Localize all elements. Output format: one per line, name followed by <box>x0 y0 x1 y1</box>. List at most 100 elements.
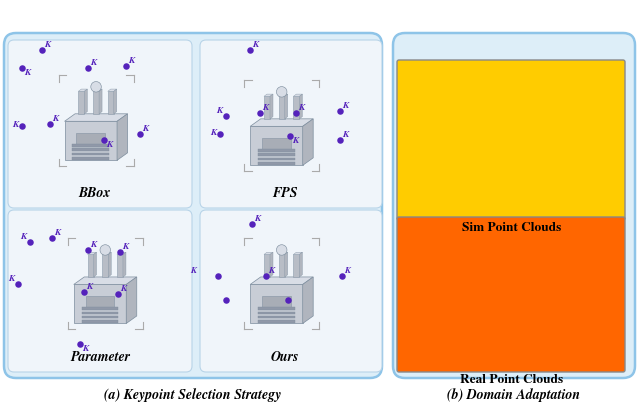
FancyBboxPatch shape <box>393 34 635 378</box>
Text: K₈: K₈ <box>252 41 260 49</box>
FancyBboxPatch shape <box>8 41 192 209</box>
Text: K₇: K₇ <box>216 107 225 115</box>
Polygon shape <box>293 253 302 255</box>
Bar <box>258 163 295 165</box>
Text: K₈: K₈ <box>142 125 151 133</box>
Polygon shape <box>74 277 137 285</box>
Text: K₂: K₂ <box>254 215 263 222</box>
Text: K₆: K₆ <box>52 115 61 123</box>
Text: Parameter: Parameter <box>70 349 130 363</box>
Polygon shape <box>264 95 273 97</box>
Text: Real Point Clouds: Real Point Clouds <box>460 373 564 385</box>
Text: K₅: K₅ <box>292 136 301 145</box>
Point <box>135 132 145 138</box>
Text: Ours: Ours <box>270 349 299 363</box>
Text: K₂: K₂ <box>298 104 307 112</box>
Point <box>83 66 93 72</box>
Text: K₄: K₄ <box>342 131 351 139</box>
FancyBboxPatch shape <box>8 211 192 372</box>
Point <box>37 48 47 54</box>
Text: K₃: K₃ <box>82 344 91 352</box>
Text: BBox: BBox <box>79 185 111 199</box>
Point <box>337 273 347 279</box>
Bar <box>76 134 105 145</box>
Point <box>291 111 301 117</box>
Bar <box>108 92 114 115</box>
FancyBboxPatch shape <box>4 34 382 378</box>
Bar <box>88 255 93 277</box>
Bar <box>293 97 300 119</box>
Polygon shape <box>88 253 97 255</box>
Text: FPS: FPS <box>272 185 297 199</box>
Polygon shape <box>126 277 137 324</box>
Circle shape <box>91 82 101 93</box>
Polygon shape <box>300 95 302 119</box>
Polygon shape <box>270 95 273 119</box>
Bar <box>258 307 295 310</box>
Text: K₁: K₁ <box>86 282 95 290</box>
Polygon shape <box>108 253 111 277</box>
Polygon shape <box>250 119 313 127</box>
Bar <box>258 150 295 152</box>
Polygon shape <box>303 277 313 324</box>
Bar <box>262 139 291 150</box>
Circle shape <box>100 245 111 256</box>
Bar <box>278 255 285 277</box>
Point <box>113 291 123 298</box>
Text: K₆: K₆ <box>54 228 63 237</box>
Circle shape <box>276 245 287 256</box>
Polygon shape <box>93 253 97 277</box>
Text: K₂: K₂ <box>44 41 52 49</box>
Text: K₆: K₆ <box>210 129 219 136</box>
Bar <box>78 92 84 115</box>
Bar <box>82 320 118 323</box>
Bar <box>278 97 285 119</box>
Point <box>45 122 55 128</box>
Bar <box>82 316 118 319</box>
Text: K₃: K₃ <box>90 59 99 67</box>
Polygon shape <box>123 253 126 277</box>
Polygon shape <box>270 253 273 277</box>
Polygon shape <box>278 95 288 97</box>
Polygon shape <box>250 277 313 285</box>
Point <box>247 221 257 228</box>
Bar <box>258 320 295 323</box>
Text: K₁: K₁ <box>262 104 271 112</box>
Polygon shape <box>93 90 102 92</box>
FancyBboxPatch shape <box>200 211 382 372</box>
Point <box>215 132 225 138</box>
Text: K₇: K₇ <box>106 141 115 149</box>
Bar <box>82 307 118 310</box>
Bar <box>293 255 300 277</box>
FancyBboxPatch shape <box>200 41 382 209</box>
Text: K₃₋₂: K₃₋₂ <box>190 266 203 274</box>
Polygon shape <box>285 253 288 277</box>
Point <box>83 247 93 254</box>
Bar <box>262 296 291 308</box>
Text: K₁: K₁ <box>24 69 33 77</box>
Point <box>283 297 293 303</box>
Polygon shape <box>108 90 116 92</box>
Point <box>261 273 271 279</box>
Bar <box>72 149 109 151</box>
Point <box>47 235 57 242</box>
Point <box>17 124 27 130</box>
Text: Sim Point Clouds: Sim Point Clouds <box>462 222 562 233</box>
Point <box>79 289 89 296</box>
Polygon shape <box>264 253 273 255</box>
Polygon shape <box>278 253 288 255</box>
Bar <box>258 312 295 314</box>
Point <box>245 48 255 54</box>
Bar <box>258 158 295 161</box>
Bar <box>264 97 270 119</box>
Circle shape <box>276 87 287 98</box>
Text: K₅: K₅ <box>20 232 29 241</box>
Point <box>221 113 231 120</box>
Polygon shape <box>117 253 126 255</box>
Bar <box>65 122 117 161</box>
Polygon shape <box>102 253 111 255</box>
Bar <box>72 153 109 156</box>
Polygon shape <box>300 253 302 277</box>
Bar <box>93 92 99 115</box>
Polygon shape <box>78 90 87 92</box>
